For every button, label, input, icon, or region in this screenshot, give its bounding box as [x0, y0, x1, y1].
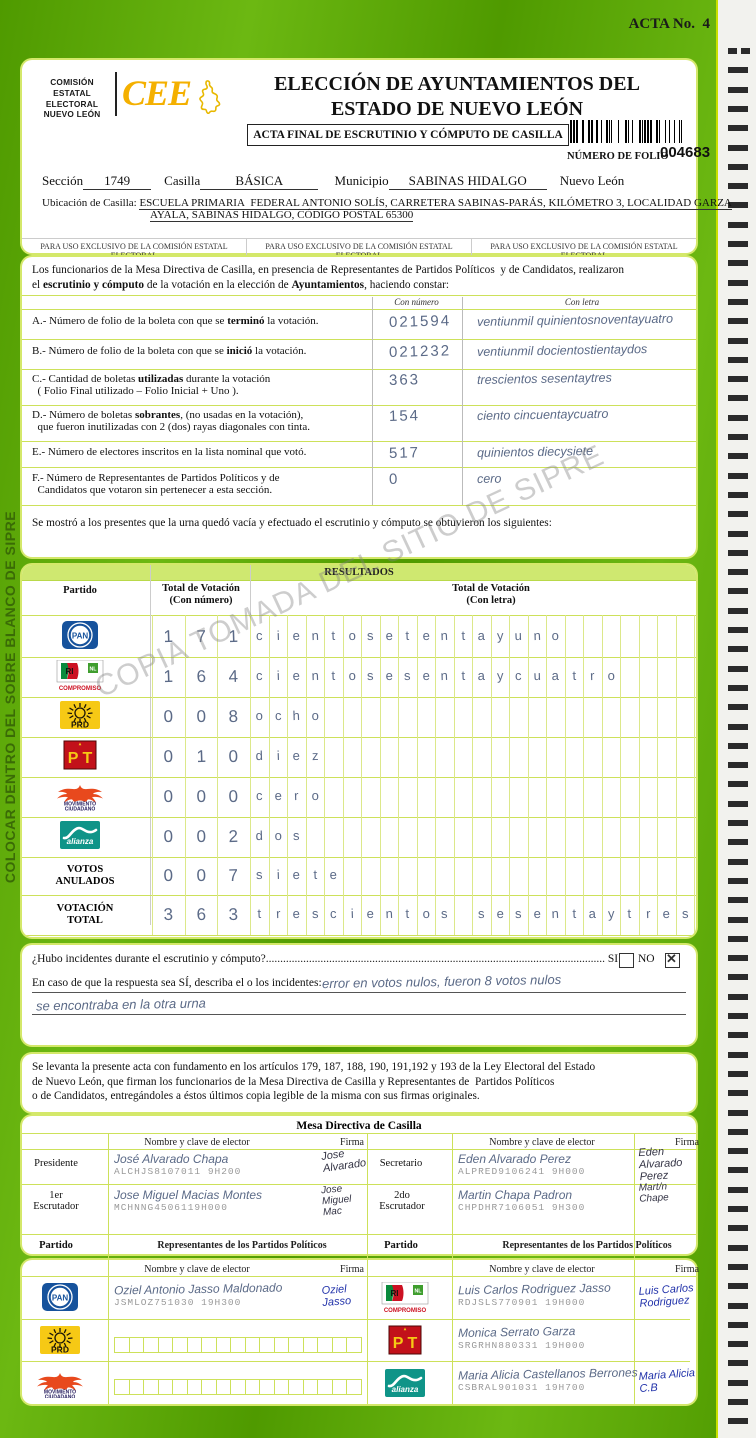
svg-text:PRD: PRD: [51, 1345, 69, 1355]
svg-text:COMPROMISO: COMPROMISO: [384, 1308, 427, 1312]
svg-text:PAN: PAN: [72, 632, 89, 641]
svg-text:PRD: PRD: [71, 720, 89, 730]
svg-text:COMPROMISO: COMPROMISO: [59, 686, 102, 692]
svg-text:P T: P T: [68, 750, 93, 767]
svg-text:NL: NL: [89, 667, 97, 673]
svg-text:CIUDADANO: CIUDADANO: [65, 807, 96, 813]
svg-text:CIUDADANO: CIUDADANO: [45, 1394, 76, 1398]
svg-text:RI: RI: [391, 1289, 399, 1298]
svg-text:PAN: PAN: [52, 1294, 69, 1303]
svg-text:NL: NL: [414, 1289, 422, 1295]
svg-text:alianza: alianza: [67, 837, 94, 846]
svg-text:P T: P T: [393, 1335, 418, 1352]
svg-text:RI: RI: [66, 667, 74, 676]
svg-text:alianza: alianza: [392, 1385, 419, 1394]
